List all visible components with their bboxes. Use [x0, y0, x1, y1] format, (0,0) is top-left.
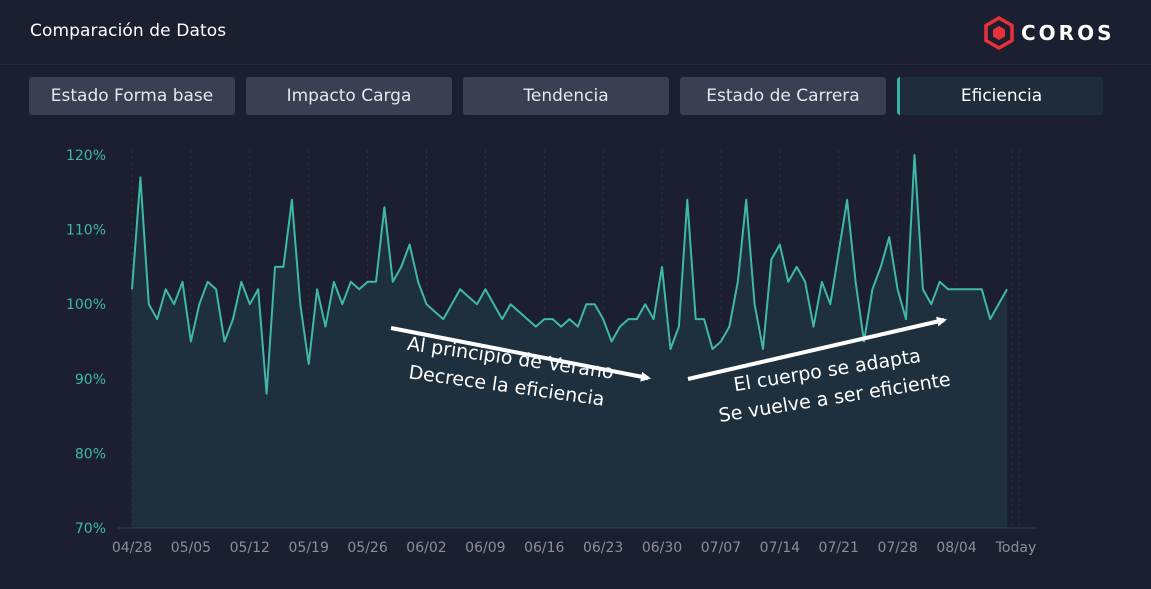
- tab-estado-forma-base[interactable]: Estado Forma base: [29, 77, 235, 115]
- x-tick-label: 05/12: [230, 540, 270, 556]
- x-tick-label: 06/23: [583, 540, 623, 556]
- y-tick-label: 100%: [66, 297, 106, 313]
- x-tick-label: 07/07: [701, 540, 741, 556]
- tab-impacto-carga[interactable]: Impacto Carga: [246, 77, 452, 115]
- tab-tendencia[interactable]: Tendencia: [463, 77, 669, 115]
- tab-estado-de-carrera[interactable]: Estado de Carrera: [680, 77, 886, 115]
- coros-logo: COROS: [983, 16, 1115, 50]
- x-tick-label: 07/28: [877, 540, 917, 556]
- y-tick-label: 80%: [75, 446, 106, 462]
- y-tick-label: 110%: [66, 223, 106, 239]
- y-tick-label: 70%: [75, 521, 106, 537]
- x-tick-label: 07/14: [760, 540, 800, 556]
- x-tick-label: 06/02: [406, 540, 446, 556]
- page-title: Comparación de Datos: [30, 21, 227, 41]
- x-tick-label: 07/21: [819, 540, 859, 556]
- x-tick-label: 05/05: [171, 540, 211, 556]
- header-divider: [0, 64, 1151, 65]
- annotation-arrow: [687, 316, 947, 381]
- efficiency-chart: 70% 80% 90% 100% 110% 120% 04/28 05/05 05/12 05/1…: [66, 148, 1037, 556]
- efficiency-area: [132, 155, 1007, 528]
- tab-bar: Estado Forma base Impacto Carga Tendenci…: [29, 77, 1103, 115]
- x-tick-label: 05/19: [289, 540, 329, 556]
- brand-name: COROS: [1021, 21, 1115, 45]
- x-tick-label: 08/04: [936, 540, 976, 556]
- tab-eficiencia[interactable]: Eficiencia: [897, 77, 1103, 115]
- x-tick-label: 04/28: [112, 540, 152, 556]
- x-tick-label: 06/09: [465, 540, 505, 556]
- x-tick-label: 06/16: [524, 540, 564, 556]
- x-tick-label: 05/26: [347, 540, 387, 556]
- x-tick-label: 06/30: [642, 540, 682, 556]
- x-tick-label: Today: [995, 540, 1037, 556]
- y-tick-label: 90%: [75, 372, 106, 388]
- coros-hexagon-icon: [984, 16, 1014, 50]
- annotation-arrow: [390, 326, 651, 382]
- y-tick-label: 120%: [66, 148, 106, 164]
